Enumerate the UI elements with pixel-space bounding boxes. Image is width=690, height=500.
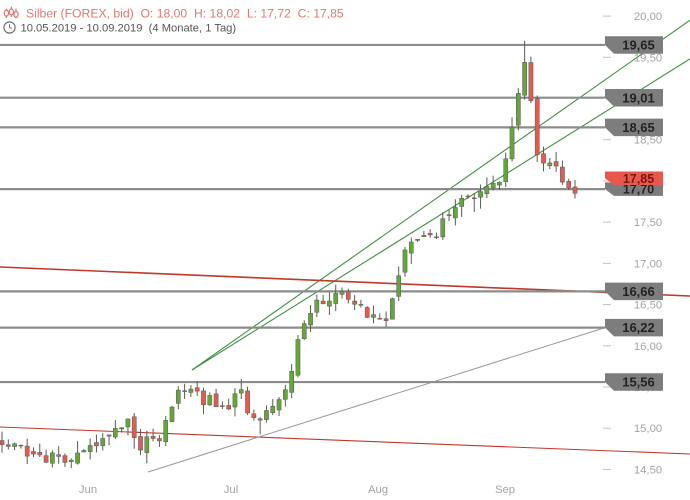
svg-text:15,56: 15,56 <box>622 375 655 390</box>
svg-text:19,50: 19,50 <box>634 52 662 64</box>
svg-text:19,65: 19,65 <box>622 38 655 53</box>
svg-text:16,22: 16,22 <box>622 320 655 335</box>
svg-text:Jul: Jul <box>224 484 238 496</box>
svg-text:17,00: 17,00 <box>634 258 662 270</box>
svg-text:20,00: 20,00 <box>634 11 662 23</box>
svg-text:17,50: 17,50 <box>634 217 662 229</box>
svg-text:17,85: 17,85 <box>623 172 654 186</box>
svg-text:18,50: 18,50 <box>634 135 662 147</box>
svg-text:Sep: Sep <box>495 484 515 496</box>
svg-text:Aug: Aug <box>368 484 388 496</box>
svg-text:18,65: 18,65 <box>622 120 655 135</box>
svg-text:10.05.2019 - 10.09.2019 (4 Mo: 10.05.2019 - 10.09.2019 (4 Monate, 1 Tag… <box>21 23 237 35</box>
svg-text:Silber (FOREX, bid) O: 18,00: Silber (FOREX, bid) O: 18,00 H: 18,02 L:… <box>26 7 344 21</box>
svg-text:19,01: 19,01 <box>622 90 655 105</box>
svg-text:16,00: 16,00 <box>634 341 662 353</box>
svg-text:Jun: Jun <box>79 484 97 496</box>
svg-text:14,50: 14,50 <box>634 464 662 476</box>
svg-text:16,50: 16,50 <box>634 300 662 312</box>
svg-text:15,00: 15,00 <box>634 423 662 435</box>
svg-text:16,66: 16,66 <box>622 284 655 299</box>
